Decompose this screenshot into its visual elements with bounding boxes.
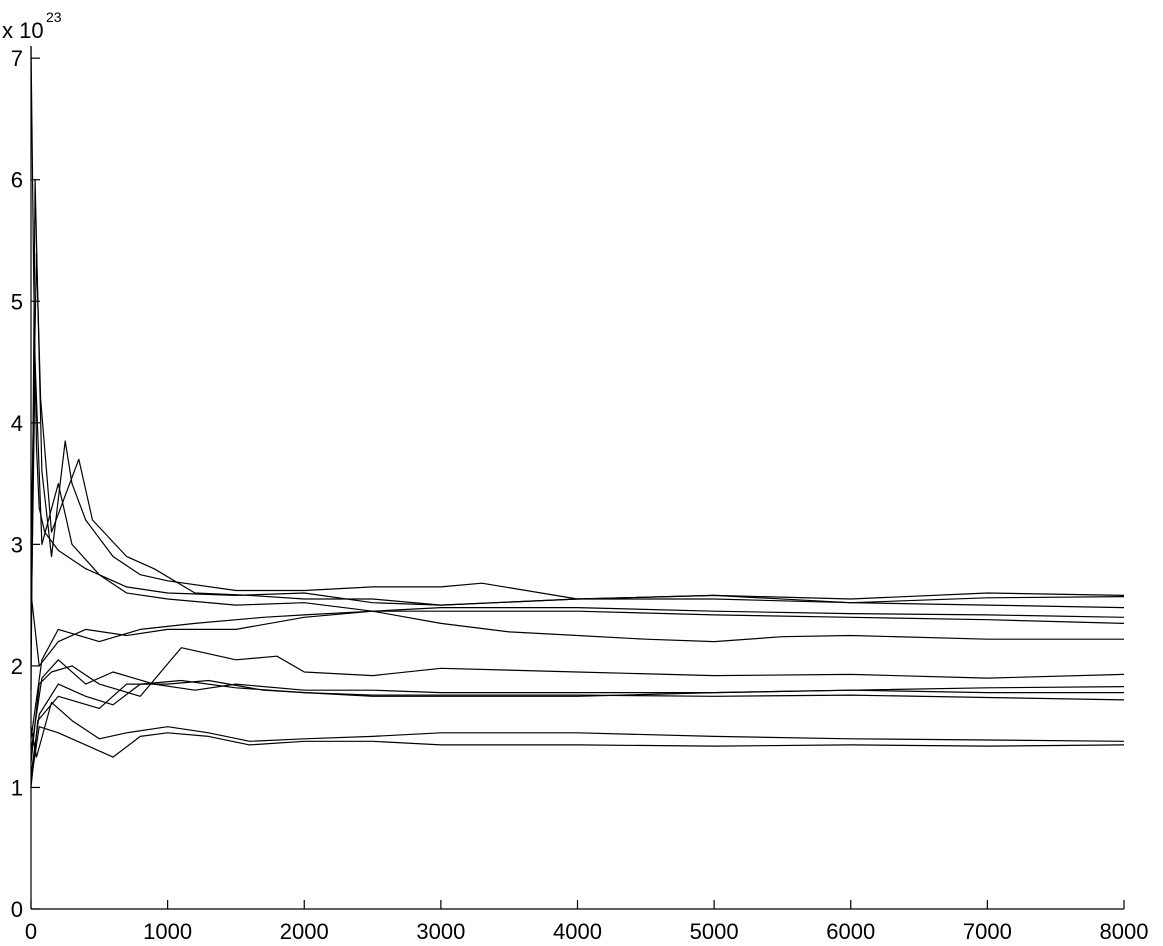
series-line-3 — [30, 252, 1125, 609]
x-tick-label: 1000 — [143, 919, 192, 944]
series-line-5 — [30, 592, 1125, 667]
series-line-2 — [30, 179, 1125, 691]
y-tick-label: 5 — [11, 289, 23, 314]
series-layer — [30, 45, 1125, 788]
x-tick-label: 3000 — [416, 919, 465, 944]
x-tick-label: 5000 — [690, 919, 739, 944]
series-line-11 — [30, 701, 1125, 758]
series-line-7 — [30, 647, 1125, 764]
y-tick-label: 3 — [11, 532, 23, 557]
series-line-1 — [30, 45, 1125, 606]
series-line-12 — [30, 726, 1125, 782]
x-tick-label: 4000 — [553, 919, 602, 944]
x-tick-label: 6000 — [826, 919, 875, 944]
series-line-10 — [30, 679, 1125, 788]
y-tick-label: 4 — [11, 411, 23, 436]
series-line-8 — [30, 659, 1125, 752]
x-tick-label: 8000 — [1100, 919, 1149, 944]
y-multiplier-label: x 10 23 — [2, 9, 62, 43]
x-tick-label: 0 — [25, 919, 37, 944]
y-tick-label: 0 — [11, 897, 23, 922]
series-line-4 — [30, 361, 1125, 642]
series-line-6 — [30, 610, 1124, 739]
axes-layer — [30, 46, 1124, 910]
y-tick-label: 6 — [11, 168, 23, 193]
y-tick-label: 1 — [11, 775, 23, 800]
ticks-layer: 0 1000 2000 3000 4000 5000 6000 7000 8000 0 1 2 3 4 5 6… — [11, 46, 1149, 944]
x-tick-label: 7000 — [963, 919, 1012, 944]
x-tick-label: 2000 — [280, 919, 329, 944]
y-tick-label: 2 — [11, 654, 23, 679]
y-multiplier-text: x 10 — [2, 18, 44, 43]
y-tick-label: 7 — [11, 46, 23, 71]
y-multiplier-exponent: 23 — [46, 9, 62, 25]
